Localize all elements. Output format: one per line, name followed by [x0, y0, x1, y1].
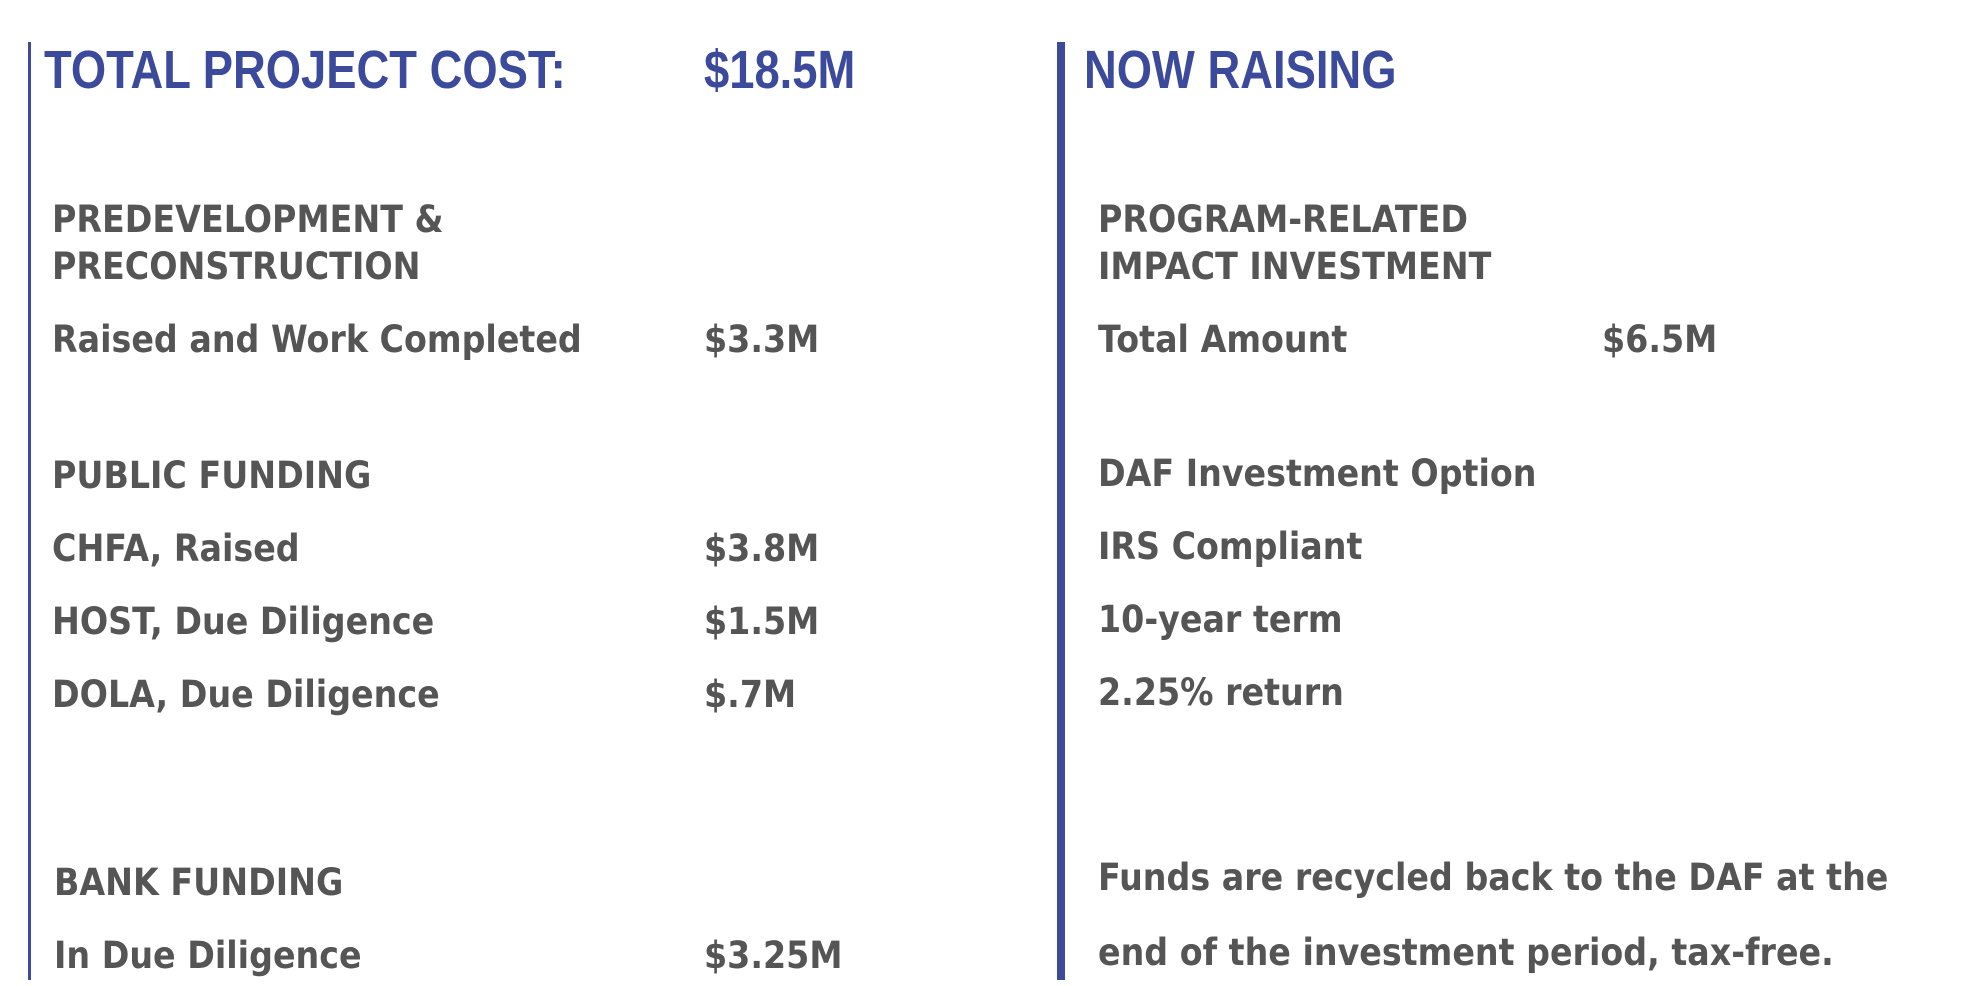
program-item-value: $6.5M	[1602, 318, 1718, 361]
total-project-cost-title: TOTAL PROJECT COST:	[44, 40, 566, 100]
now-raising-title: NOW RAISING	[1084, 40, 1397, 100]
right-divider-line	[1057, 42, 1065, 980]
program-item-label: Total Amount	[1098, 318, 1348, 361]
predevelopment-heading-line1: PREDEVELOPMENT &	[52, 198, 444, 241]
bank-funding-item-label: In Due Diligence	[54, 934, 362, 977]
note-line1: Funds are recycled back to the DAF at th…	[1098, 856, 1889, 899]
daf-line: DAF Investment Option	[1098, 452, 1537, 495]
program-heading-line2: IMPACT INVESTMENT	[1098, 245, 1492, 288]
left-divider-line	[28, 42, 31, 980]
public-funding-item-label: HOST, Due Diligence	[52, 600, 435, 643]
daf-line: 2.25% return	[1098, 671, 1344, 714]
note-line2: end of the investment period, tax-free.	[1098, 931, 1834, 974]
public-funding-item-label: DOLA, Due Diligence	[52, 673, 440, 716]
public-funding-item-value: $.7M	[704, 673, 797, 716]
public-funding-item-value: $1.5M	[704, 600, 820, 643]
program-heading-line1: PROGRAM-RELATED	[1098, 198, 1468, 241]
predevelopment-item-label: Raised and Work Completed	[52, 318, 582, 361]
bank-funding-item-value: $3.25M	[704, 934, 843, 977]
public-funding-item-value: $3.8M	[704, 527, 820, 570]
public-funding-heading: PUBLIC FUNDING	[52, 454, 372, 497]
daf-line: IRS Compliant	[1098, 525, 1363, 568]
predevelopment-heading-line2: PRECONSTRUCTION	[52, 245, 421, 288]
bank-funding-heading: BANK FUNDING	[54, 861, 344, 904]
total-project-cost-value: $18.5M	[704, 40, 856, 100]
predevelopment-item-value: $3.3M	[704, 318, 820, 361]
daf-line: 10-year term	[1098, 598, 1343, 641]
public-funding-item-label: CHFA, Raised	[52, 527, 300, 570]
